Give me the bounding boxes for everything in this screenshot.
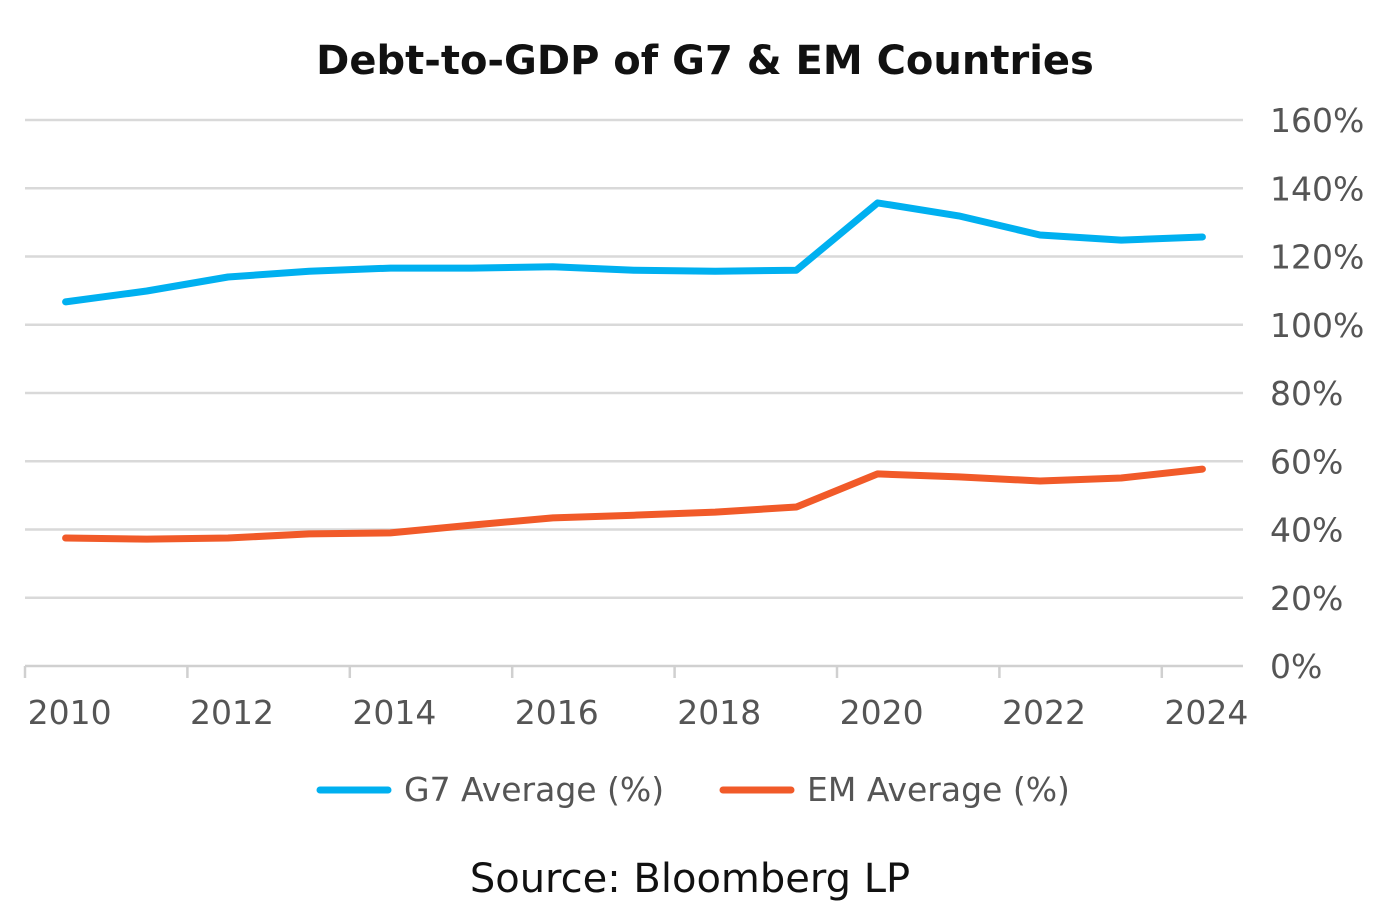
y-tick-label: 80% — [1270, 374, 1343, 413]
y-tick-label: 0% — [1270, 647, 1322, 686]
y-tick-label: 20% — [1270, 579, 1343, 618]
y-tick-label: 60% — [1270, 442, 1343, 481]
x-tick-label: 2010 — [28, 693, 112, 732]
x-tick-label: 2024 — [1164, 693, 1248, 732]
y-axis-ticks: 0% 20% 40% 60% 80% 100% 120% 140% 160% — [1270, 101, 1364, 686]
series-line-g7 — [62, 199, 1206, 306]
x-tick-label: 2012 — [190, 693, 274, 732]
y-tick-label: 120% — [1270, 238, 1364, 277]
y-tick-label: 100% — [1270, 306, 1364, 345]
x-tick-label: 2014 — [352, 693, 436, 732]
series-lines — [62, 199, 1206, 543]
legend-label: EM Average (%) — [807, 770, 1070, 809]
gridlines — [25, 118, 1243, 599]
x-tick-label: 2016 — [515, 693, 599, 732]
legend-label: G7 Average (%) — [404, 770, 664, 809]
series-line-em — [62, 465, 1206, 543]
x-axis: 2010 2012 2014 2016 2018 2020 2022 2024 — [23, 664, 1248, 732]
y-tick-label: 140% — [1270, 169, 1364, 208]
x-tick-label: 2022 — [1002, 693, 1086, 732]
x-tick-label: 2020 — [840, 693, 924, 732]
legend: G7 Average (%) EM Average (%) — [316, 770, 1070, 809]
chart-title: Debt-to-GDP of G7 & EM Countries — [316, 38, 1094, 84]
y-tick-label: 40% — [1270, 511, 1343, 550]
source-note: Source: Bloomberg LP — [470, 856, 910, 902]
x-tick-label: 2018 — [677, 693, 761, 732]
y-tick-label: 160% — [1270, 101, 1364, 140]
